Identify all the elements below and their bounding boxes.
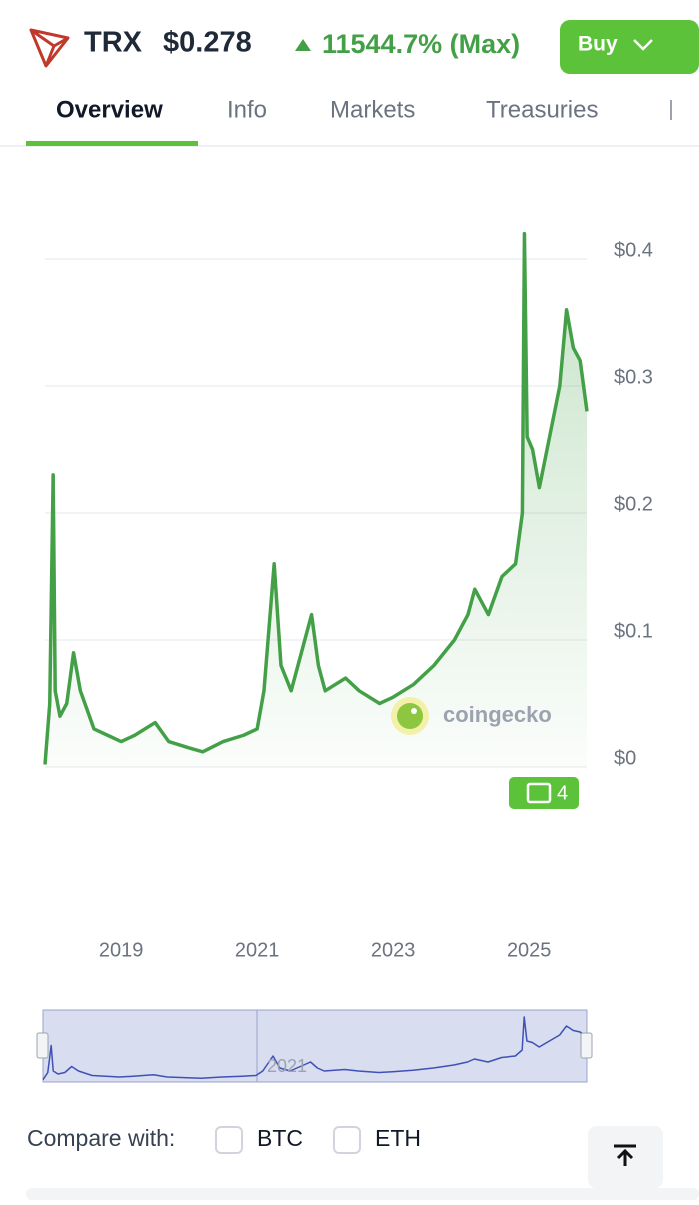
buy-chevron	[633, 39, 653, 51]
buy-label: Buy	[578, 33, 618, 56]
y-tick-label: $0.3	[614, 366, 653, 388]
news-icon	[526, 782, 552, 804]
y-tick-label: $0.2	[614, 493, 653, 515]
symbol: TRX	[84, 27, 143, 59]
navigator-series	[42, 1016, 588, 1081]
y-tick-label: $0	[614, 747, 636, 769]
compare-label: Compare with:	[27, 1125, 175, 1151]
buy-button[interactable]	[560, 20, 699, 74]
trx-logo	[29, 28, 70, 68]
x-tick-label: 2023	[371, 939, 416, 961]
scroll-top-icon	[614, 1144, 636, 1166]
tab[interactable]: Markets	[330, 96, 415, 123]
price-chart: $0 $0.1 $0.2 $0.3 $0.4 2019 2021 2023 2025	[43, 231, 653, 961]
checkbox[interactable]	[215, 1126, 243, 1154]
price-change: 11544.7% (Max)	[322, 29, 520, 59]
checkbox[interactable]	[333, 1126, 361, 1154]
tab[interactable]: Treasuries	[486, 96, 598, 123]
x-tick-label: 2025	[507, 939, 552, 961]
compare-option: BTC	[257, 1125, 303, 1151]
navigator[interactable]	[42, 1009, 588, 1083]
tab[interactable]: Overview	[56, 96, 163, 123]
up-arrow	[295, 39, 311, 51]
compare-options: BTC ETH	[215, 1125, 421, 1154]
navigator-handle-left[interactable]	[36, 1032, 49, 1059]
watermark: coingecko	[443, 702, 552, 727]
price-area	[45, 233, 587, 768]
news-badge[interactable]	[509, 777, 579, 809]
navigator-label: 2021	[267, 1056, 307, 1076]
watermark-logo	[391, 697, 429, 735]
navigator-handle-right[interactable]	[580, 1032, 593, 1059]
active-tab-underline	[26, 141, 198, 146]
tabs: Overview Info Markets Treasuries	[56, 96, 598, 123]
bottom-panel	[26, 1188, 699, 1200]
news-count: 4	[557, 782, 568, 804]
compare-option: ETH	[375, 1125, 421, 1151]
price-line	[43, 231, 589, 765]
y-tick-label: $0.1	[614, 620, 653, 642]
price: $0.278	[163, 27, 252, 59]
x-tick-label: 2021	[235, 939, 280, 961]
x-tick-label: 2019	[99, 939, 144, 961]
y-tick-label: $0.4	[614, 239, 653, 261]
tab[interactable]: Info	[227, 96, 267, 123]
price-line	[42, 1016, 588, 1081]
